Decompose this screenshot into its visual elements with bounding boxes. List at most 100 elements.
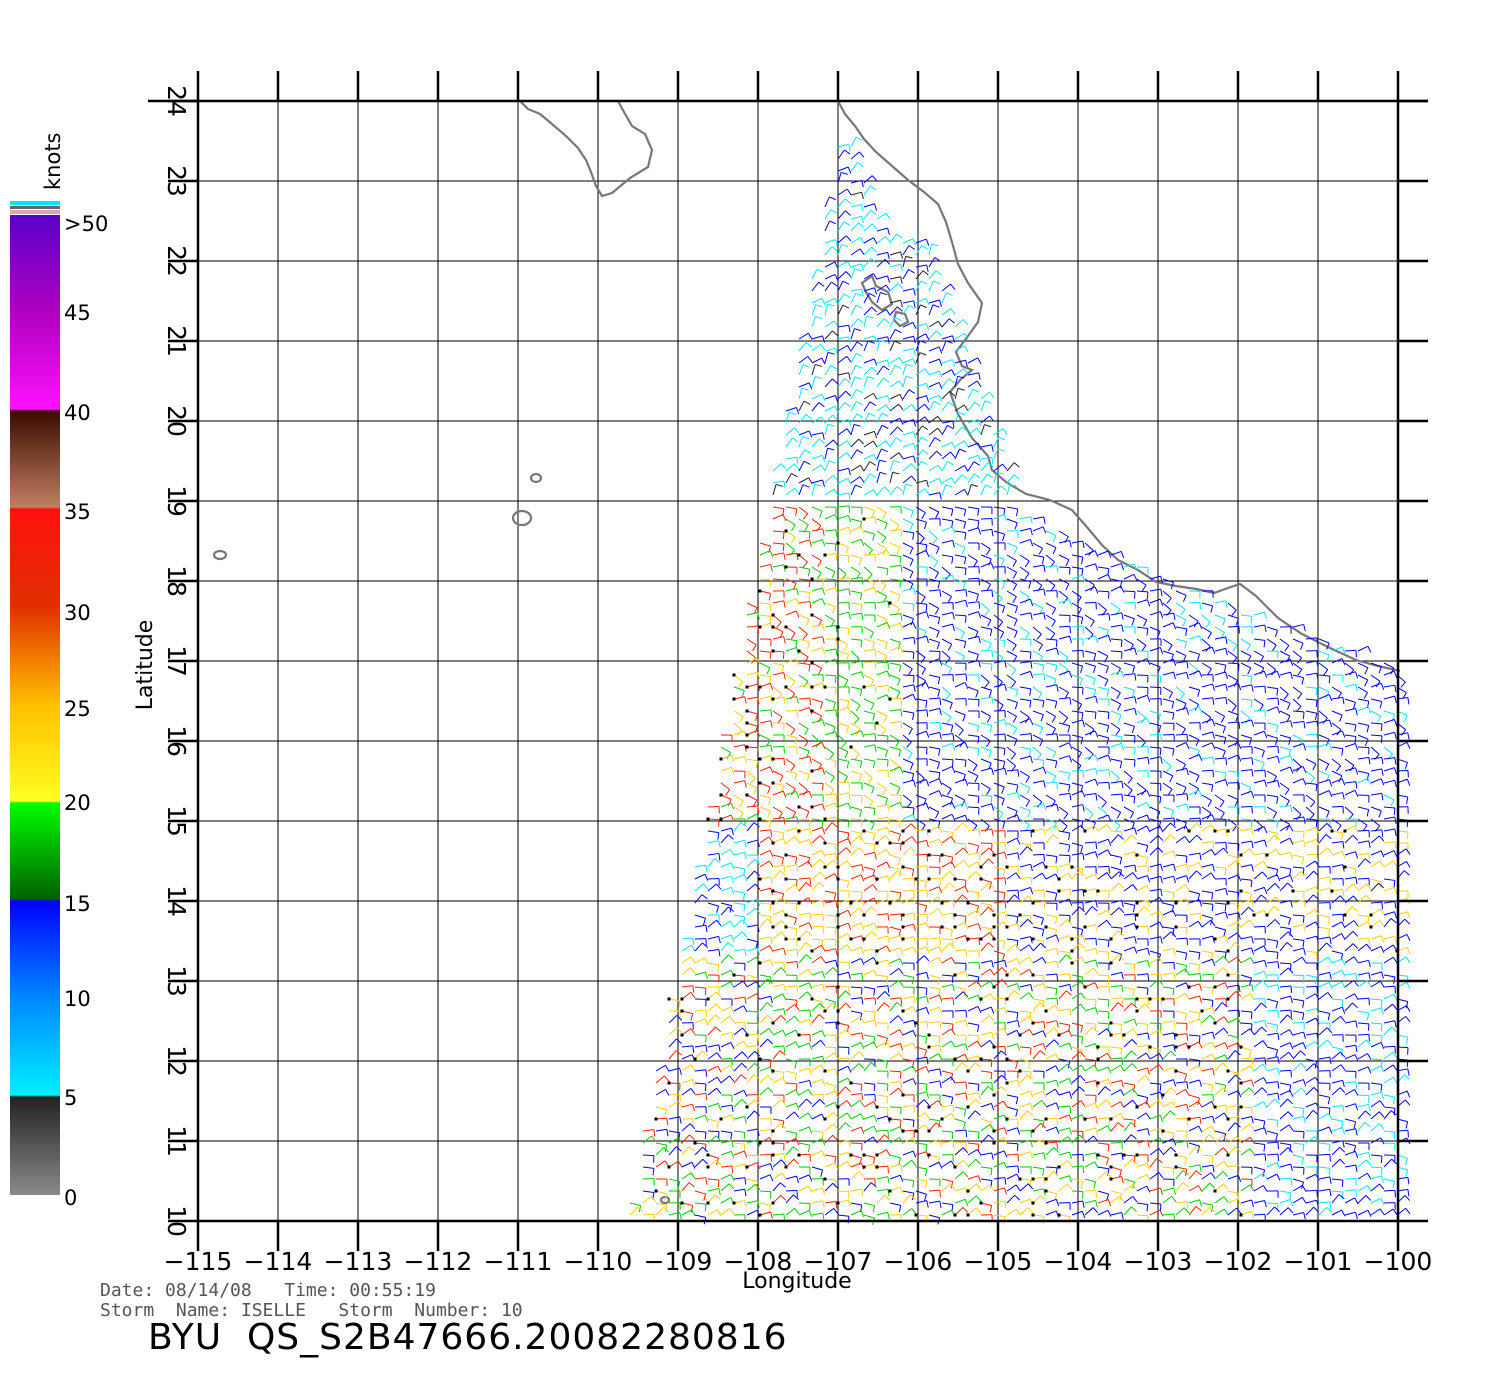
rain-flag xyxy=(1213,829,1217,833)
wind-barb xyxy=(1263,826,1268,834)
wind-barb xyxy=(1120,670,1125,678)
wind-vector xyxy=(1370,806,1382,812)
wind-barb xyxy=(743,1005,748,1013)
wind-vector xyxy=(837,261,848,268)
wind-barb xyxy=(1406,778,1411,786)
wind-vector xyxy=(811,528,823,532)
wind-vector xyxy=(1162,710,1174,714)
wind-vector xyxy=(1253,698,1264,706)
wind-vector xyxy=(811,518,822,526)
wind-barb xyxy=(1287,931,1294,938)
wind-vector xyxy=(1136,658,1148,664)
wind-barb xyxy=(1002,463,1008,470)
wind-vector xyxy=(915,662,926,669)
wind-vector xyxy=(902,758,914,764)
wind-barb xyxy=(1056,997,1059,1005)
wind-barb xyxy=(925,611,930,619)
wind-barb xyxy=(843,776,849,783)
wind-vector xyxy=(850,389,857,400)
wind-vector xyxy=(1214,683,1226,688)
wind-barb xyxy=(960,656,966,663)
wind-barb xyxy=(1212,731,1215,739)
wind-vector xyxy=(954,638,966,642)
rain-flag xyxy=(1031,901,1035,905)
wind-vector xyxy=(746,612,758,616)
wind-barb xyxy=(1055,639,1058,647)
wind-vector xyxy=(746,956,757,964)
wind-vector xyxy=(1357,972,1369,976)
wind-vector xyxy=(889,958,901,964)
wind-vector xyxy=(811,479,823,484)
wind-vector xyxy=(902,578,914,585)
wind-vector xyxy=(1097,950,1109,953)
wind-barb xyxy=(885,404,891,411)
wind-barb xyxy=(1275,848,1281,856)
wind-barb xyxy=(977,923,982,931)
wind-vector xyxy=(1058,782,1070,786)
wind-vector xyxy=(889,746,901,751)
wind-vector xyxy=(1071,710,1083,714)
wind-vector xyxy=(1305,974,1317,978)
wind-vector xyxy=(707,805,720,808)
wind-vector xyxy=(876,804,888,808)
wind-barb xyxy=(1274,883,1281,889)
wind-barb xyxy=(949,942,956,949)
wind-vector xyxy=(772,993,783,1000)
wind-barb xyxy=(1341,748,1344,756)
wind-vector xyxy=(902,974,914,978)
wind-barb xyxy=(794,856,798,865)
wind-barb xyxy=(790,680,796,688)
wind-vector xyxy=(980,589,992,592)
wind-barb xyxy=(1050,585,1056,592)
wind-barb xyxy=(1068,952,1071,960)
wind-vector xyxy=(837,830,849,834)
wind-vector xyxy=(1136,959,1148,964)
wind-barb xyxy=(808,819,811,827)
wind-barb xyxy=(867,777,873,784)
wind-vector xyxy=(850,686,862,690)
wind-barb xyxy=(1315,952,1318,960)
rain-flag xyxy=(849,937,853,941)
wind-vector xyxy=(1357,686,1368,693)
wind-vector xyxy=(785,598,797,604)
wind-barb xyxy=(795,928,798,936)
wind-vector xyxy=(824,890,836,894)
wind-vector xyxy=(902,814,914,820)
wind-vector xyxy=(1175,962,1187,967)
wind-barb xyxy=(962,714,966,722)
wind-vector xyxy=(993,626,1004,633)
wind-vector xyxy=(993,513,1005,520)
wind-barb xyxy=(1366,773,1370,781)
wind-vector xyxy=(850,136,857,148)
wind-vector xyxy=(954,650,965,657)
wind-vector xyxy=(1175,1010,1187,1015)
wind-vector xyxy=(1292,900,1304,904)
wind-barb xyxy=(977,455,982,463)
wind-barb xyxy=(705,971,708,980)
wind-vector xyxy=(941,477,952,484)
wind-barb xyxy=(1406,861,1411,868)
wind-barb xyxy=(770,720,773,728)
rain-flag xyxy=(1096,889,1100,893)
wind-barb xyxy=(926,996,929,1004)
wind-vector xyxy=(915,382,927,388)
wind-vector xyxy=(954,802,966,808)
wind-barb xyxy=(1223,664,1227,673)
wind-vector xyxy=(1279,671,1291,676)
wind-barb xyxy=(949,882,955,889)
wind-barb xyxy=(1211,1000,1214,1008)
wind-barb xyxy=(922,449,929,455)
rain-flag xyxy=(771,649,775,653)
wind-vector xyxy=(1006,769,1018,772)
wind-vector xyxy=(837,440,848,448)
wind-vector xyxy=(1318,926,1330,930)
wind-barb xyxy=(908,668,913,676)
wind-vector xyxy=(837,758,849,762)
wind-vector xyxy=(1162,909,1174,916)
wind-vector xyxy=(1123,872,1134,880)
wind-barb xyxy=(962,582,966,590)
wind-barb xyxy=(783,1008,786,1016)
wind-vector xyxy=(1162,850,1174,856)
rain-flag xyxy=(784,685,788,689)
wind-vector xyxy=(811,464,822,472)
